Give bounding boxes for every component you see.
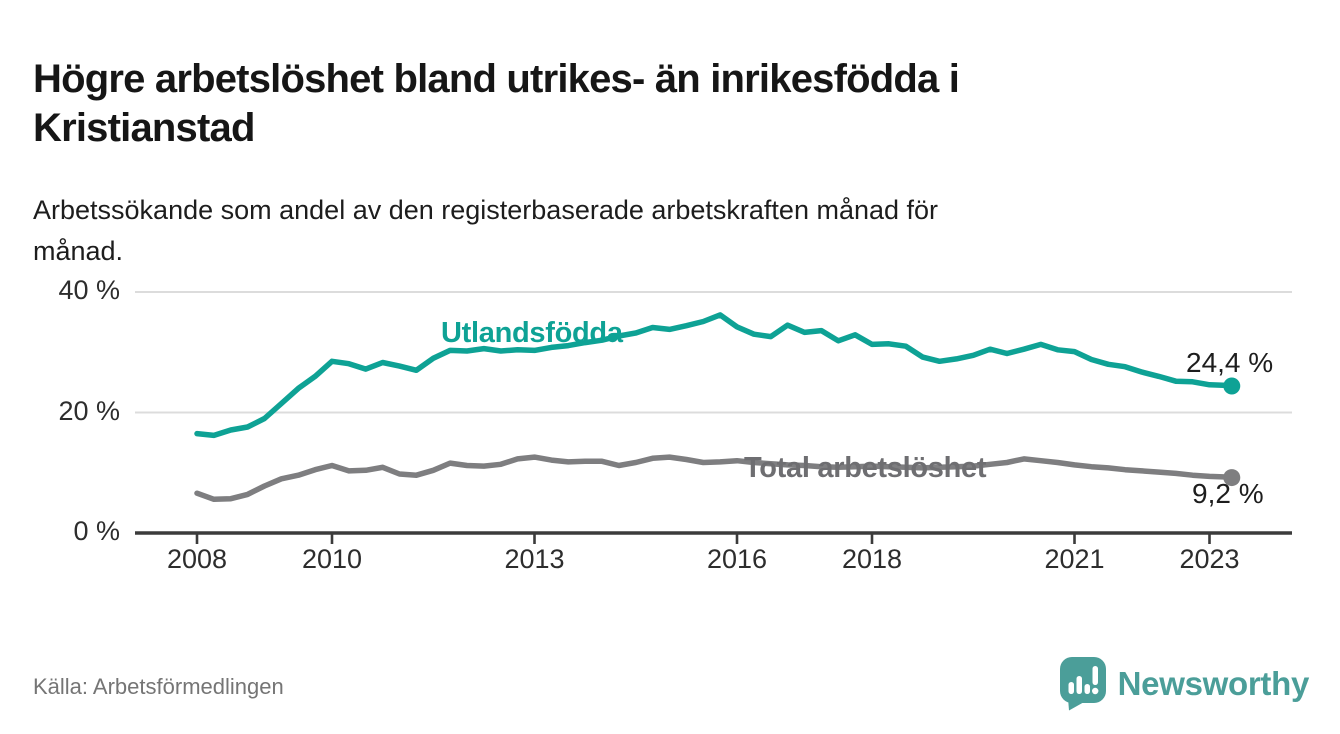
x-axis-label: 2010: [301, 544, 363, 574]
series-label-utlandsfodda: Utlandsfödda: [441, 317, 623, 349]
x-axis-label: 2008: [166, 544, 228, 574]
x-axis-label: 2023: [1179, 544, 1240, 574]
series-end-dot-1: [1223, 469, 1241, 487]
newsworthy-logo: Newsworthy: [1059, 656, 1309, 711]
speech-bubble-bar-chart-icon: [1059, 657, 1106, 711]
x-axis-label: 2016: [706, 544, 768, 574]
end-value-utlandsfodda: 24,4 %: [1186, 347, 1274, 378]
newsworthy-wordmark: Newsworthy: [1117, 664, 1310, 702]
source-label: Källa: Arbetsförmedlingen: [33, 674, 284, 699]
end-value-total-arbetsloshet: 9,2 %: [1192, 478, 1264, 509]
series-line-1: [194, 454, 1235, 503]
x-axis-label: 2018: [841, 544, 903, 574]
x-axis-label: 2021: [1044, 544, 1105, 574]
series-label-total-arbetsloshet: Total arbetslöshet: [744, 452, 987, 484]
x-axis-label: 2013: [504, 544, 565, 574]
series-end-dot-0: [1223, 377, 1241, 395]
y-axis-label: 40 %: [58, 275, 120, 305]
chart-subtitle: Arbetssökande som andel av den registerb…: [33, 195, 939, 266]
series-line-0: [194, 312, 1235, 439]
y-axis-label: 20 %: [58, 395, 120, 426]
chart-title: Högre arbetslöshet bland utrikes- än inr…: [33, 56, 960, 151]
y-axis-label: 0 %: [73, 516, 120, 546]
